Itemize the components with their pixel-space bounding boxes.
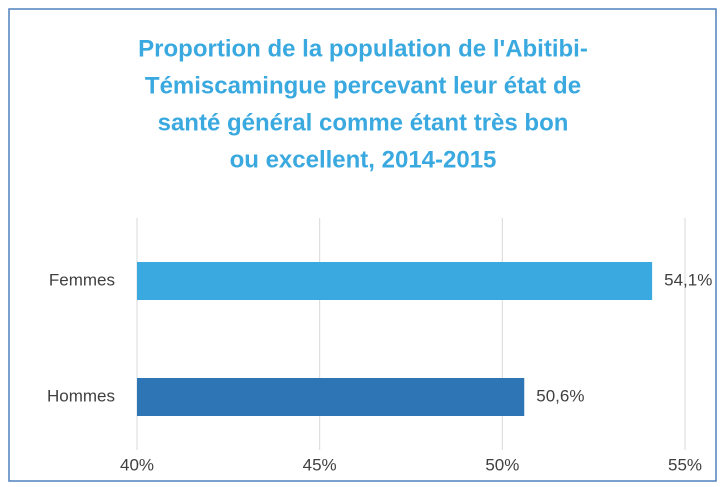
y-tick-label: Hommes bbox=[47, 386, 115, 405]
x-tick-label: 45% bbox=[303, 455, 337, 474]
chart-title: Témiscamingue percevant leur état de bbox=[145, 72, 581, 99]
data-label: 50,6% bbox=[536, 386, 584, 405]
x-tick-label: 55% bbox=[668, 455, 702, 474]
x-tick-label: 40% bbox=[120, 455, 154, 474]
bar bbox=[137, 262, 653, 300]
x-tick-label: 50% bbox=[485, 455, 519, 474]
bar bbox=[137, 378, 525, 416]
chart-title: ou excellent, 2014-2015 bbox=[230, 146, 497, 173]
y-tick-label: Femmes bbox=[49, 270, 115, 289]
chart-title: santé général comme étant très bon bbox=[158, 109, 569, 136]
chart-title: Proportion de la population de l'Abitibi… bbox=[138, 35, 588, 62]
data-label: 54,1% bbox=[664, 270, 712, 289]
